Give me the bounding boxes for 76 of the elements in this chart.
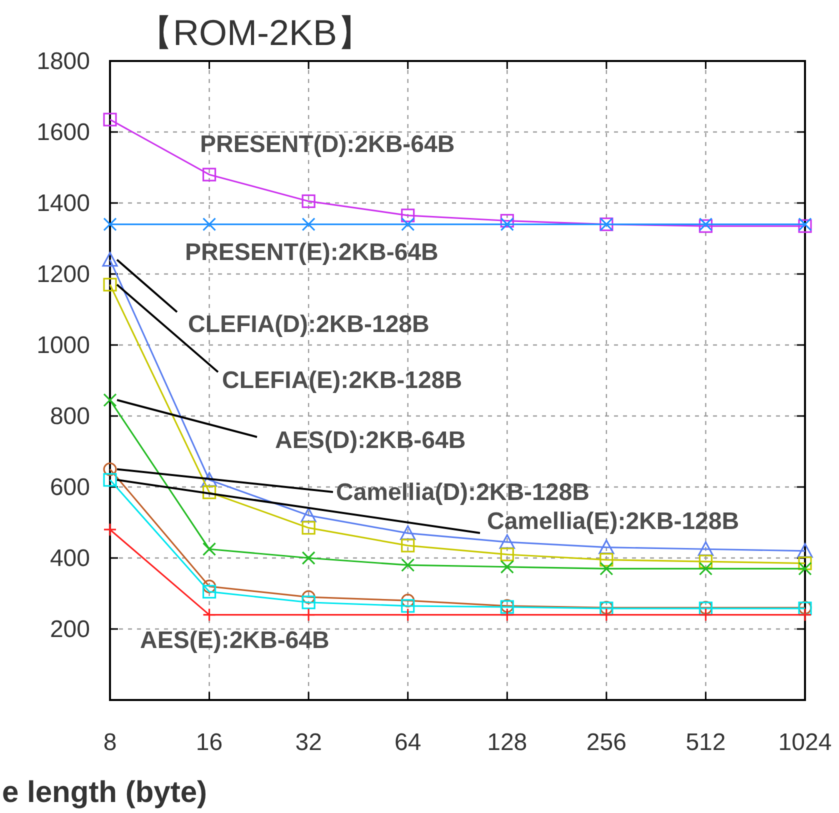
annotation: PRESENT(D):2KB-64B — [200, 131, 455, 158]
x-tick-label: 256 — [586, 729, 626, 756]
point — [102, 252, 118, 267]
point — [401, 594, 415, 608]
annotation: CLEFIA(E):2KB-128B — [222, 367, 462, 394]
point — [698, 562, 713, 576]
point — [300, 508, 316, 522]
y-tick-label: 1600 — [36, 119, 90, 146]
annotation: Camellia(D):2KB-128B — [336, 479, 590, 506]
point — [798, 562, 812, 576]
annotation: PRESENT(E):2KB-64B — [185, 239, 438, 266]
point — [600, 608, 614, 622]
x-tick-label: 128 — [487, 729, 528, 756]
point — [202, 168, 216, 182]
y-tick-label: 200 — [50, 616, 90, 643]
y-tick-label: 800 — [50, 403, 90, 430]
y-tick-label: 400 — [50, 545, 90, 572]
chart-title: 【ROM-2KB】 — [136, 12, 374, 53]
point — [302, 608, 316, 622]
point — [401, 599, 415, 613]
point — [202, 542, 216, 556]
x-tick-label: 64 — [394, 729, 422, 756]
point — [698, 608, 713, 622]
point — [401, 218, 415, 232]
point — [302, 521, 316, 535]
point — [302, 551, 316, 565]
y-tick-label: 600 — [50, 474, 90, 501]
x-tick-label: 16 — [196, 729, 223, 756]
annotation: AES(D):2KB-64B — [275, 427, 466, 454]
point — [302, 218, 316, 232]
point — [202, 608, 216, 622]
point — [798, 608, 812, 622]
point — [302, 194, 316, 208]
point — [401, 608, 415, 622]
point — [598, 540, 614, 554]
x-axis-title: e length (byte) — [2, 776, 208, 809]
point — [103, 218, 117, 232]
y-tick-label: 1000 — [36, 332, 90, 359]
point — [302, 596, 316, 610]
point — [103, 393, 117, 407]
point — [302, 590, 316, 604]
point — [499, 534, 515, 549]
point — [400, 525, 416, 540]
point — [202, 580, 216, 594]
annotation: AES(E):2KB-64B — [140, 627, 330, 654]
point — [798, 556, 812, 570]
annotation: Camellia(E):2KB-128B — [487, 508, 740, 535]
point — [500, 218, 514, 232]
x-tick-label: 1024 — [778, 729, 832, 756]
point — [202, 486, 216, 500]
point — [202, 218, 216, 232]
y-tick-label: 1200 — [36, 261, 90, 288]
point — [103, 278, 117, 292]
point — [698, 554, 713, 568]
point — [103, 462, 117, 476]
y-tick-label: 1400 — [36, 190, 90, 217]
point — [202, 584, 216, 599]
point — [401, 538, 415, 552]
x-tick-label: 512 — [686, 729, 726, 756]
point — [500, 560, 514, 574]
annotation: CLEFIA(D):2KB-128B — [188, 311, 430, 338]
x-tick-label: 32 — [295, 729, 322, 756]
point — [103, 473, 117, 487]
point — [103, 522, 117, 536]
point — [500, 548, 514, 562]
point — [600, 552, 614, 567]
point — [500, 214, 514, 228]
point — [500, 608, 514, 622]
point — [201, 472, 218, 487]
y-tick-label: 1800 — [36, 48, 90, 75]
x-tick-label: 8 — [103, 729, 117, 756]
point — [401, 208, 415, 222]
point — [600, 562, 614, 576]
point — [797, 543, 813, 558]
point — [103, 112, 117, 126]
point — [401, 558, 415, 572]
